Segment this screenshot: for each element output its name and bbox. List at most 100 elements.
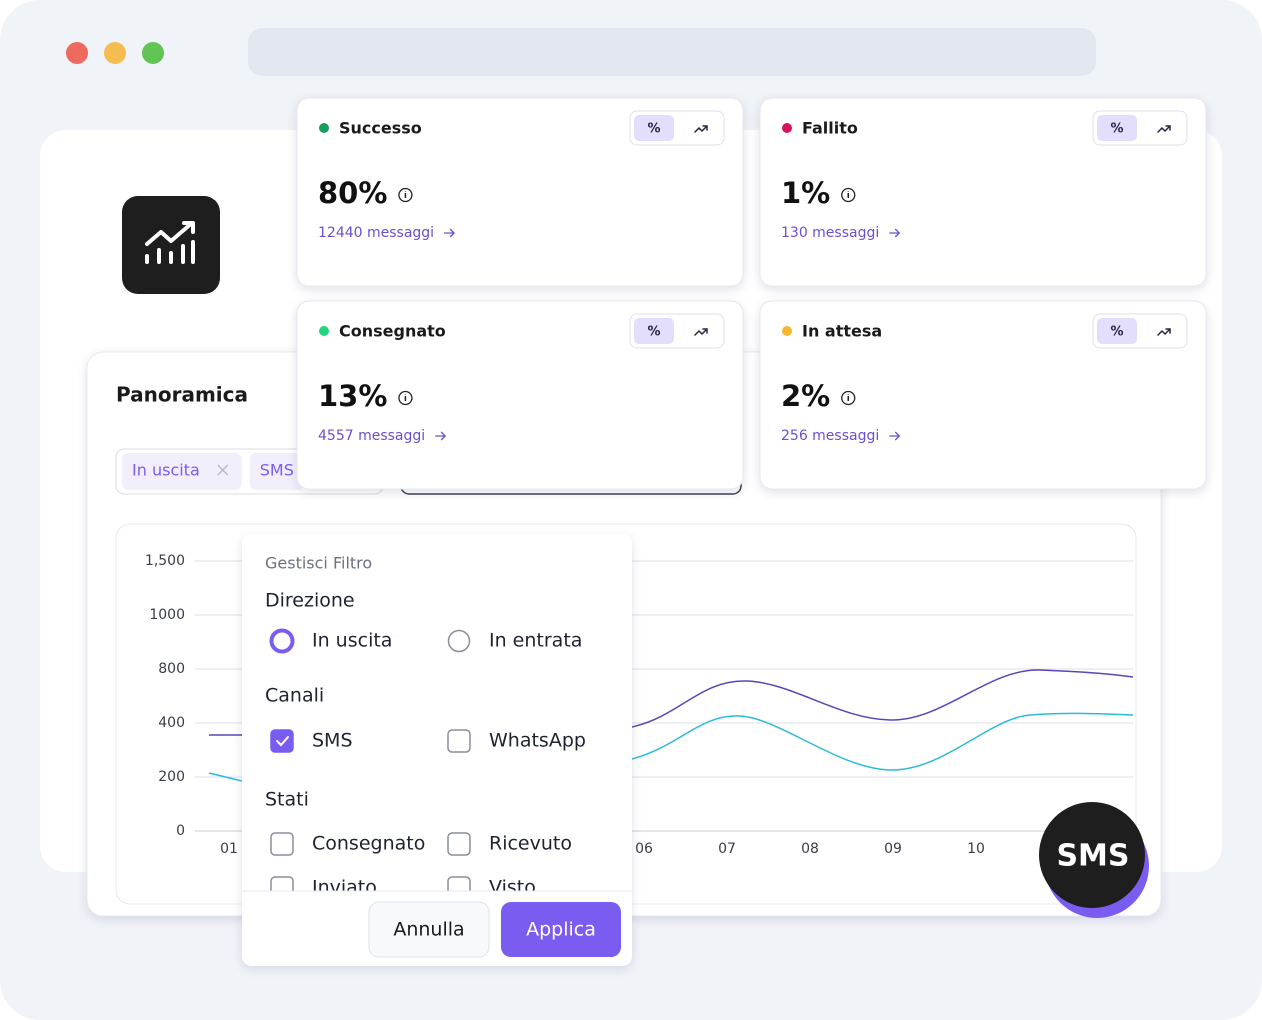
card-label: Fallito [802,119,858,138]
toggle-active[interactable] [1097,115,1137,141]
card-value: 2% [781,379,830,413]
stat-card: Fallito % 1% 130 messaggi [759,97,1207,287]
card-label: Consegnato [339,322,446,341]
status-dot [782,326,792,336]
option-label: Inviato [312,877,377,899]
panel-title: Panoramica [116,383,248,407]
card-value: 1% [781,176,830,210]
trend-icon[interactable] [694,328,708,336]
trend-icon[interactable] [1157,125,1171,133]
checkbox[interactable] [447,876,471,899]
card-bg [759,300,1207,490]
toggle-active[interactable] [634,115,674,141]
card-label: Successo [339,119,422,138]
status-dot [782,123,792,133]
y-tick-label: 800 [158,661,185,677]
section-title: Direzione [265,590,355,612]
chip-bg [122,453,242,490]
arrow-icon [889,228,901,238]
stat-card: In attesa % 2% 256 messaggi [759,300,1207,490]
card-value: 80% [318,176,387,210]
cancel-label: Annulla [393,919,464,941]
option-label: Visto [489,877,536,899]
x-tick-label: 07 [718,841,736,857]
checkbox[interactable] [270,729,294,753]
trend-icon[interactable] [694,125,708,133]
y-tick-label: 400 [158,715,185,731]
sms-badge: SMS [1039,802,1149,918]
apply-label: Applica [526,919,596,941]
filter-popup: Gestisci Filtro Direzione In uscita In ent… [242,534,632,966]
arrow-icon [444,228,455,238]
option-label: WhatsApp [489,730,586,752]
status-dot [319,123,329,133]
y-tick-label: 200 [158,769,185,785]
info-icon [398,390,413,406]
toggle-active[interactable] [634,318,674,344]
info-icon [841,187,856,203]
checkmark [276,736,289,747]
option-label: SMS [312,730,353,752]
status-dot [319,326,329,336]
info-icon [841,390,856,406]
apply-button[interactable] [501,902,621,957]
option-label: In entrata [489,630,582,652]
stat-cards: Successo % 80% 12440 messaggi Fallito % 1% 130 … [296,97,1207,490]
checkbox[interactable] [447,729,471,753]
x-tick-label: 06 [635,841,653,857]
window-minimize[interactable] [104,42,126,64]
series-line-cyan [208,712,1134,782]
option-label: In uscita [312,630,392,652]
arrow-icon [435,431,447,441]
series-line-purple [209,669,1134,736]
window-close[interactable] [66,42,88,64]
radio[interactable] [447,629,471,653]
card-value: 13% [318,379,387,413]
cancel-button[interactable] [368,901,490,958]
checkbox[interactable] [270,832,294,856]
arrow-icon [889,431,901,441]
filter-chip[interactable]: In uscita [122,453,242,490]
section-title: Stati [265,789,309,811]
chip-label: SMS [260,461,294,480]
toggle-label: % [647,122,660,137]
toggle-label: % [1110,122,1123,137]
card-bg [296,97,744,287]
y-tick-label: 1,500 [145,553,185,569]
y-tick-label: 0 [176,823,185,839]
trend-icon[interactable] [1157,328,1171,336]
stat-card: Consegnato % 13% 4557 messaggi [296,300,744,490]
messages-link[interactable]: 4557 messaggi [318,428,425,444]
filter-title: Gestisci Filtro [265,554,372,573]
app-icon [122,196,220,294]
filter-chip[interactable]: SMS [249,453,304,490]
x-tick-label: 08 [801,841,819,857]
chip-label: In uscita [132,461,200,480]
badge-label: SMS [1056,839,1129,874]
window-maximize[interactable] [142,42,164,64]
messages-link[interactable]: 130 messaggi [781,225,879,241]
card-label: In attesa [802,322,882,341]
chip-remove[interactable] [217,464,229,476]
radio[interactable] [269,628,295,654]
info-icon [398,187,413,203]
messages-link[interactable]: 12440 messaggi [318,225,434,241]
checkbox[interactable] [447,832,471,856]
address-bar[interactable] [248,28,1096,76]
toggle-label: % [647,325,660,340]
toggle-active[interactable] [1097,318,1137,344]
chip-bg [249,453,304,490]
x-tick-label: 01 [220,841,238,857]
y-tick-label: 1000 [149,607,185,623]
card-bg [759,97,1207,287]
option-label: Ricevuto [489,833,572,855]
messages-link[interactable]: 256 messaggi [781,428,879,444]
card-bg [296,300,744,490]
x-tick-label: 10 [967,841,985,857]
checkbox[interactable] [270,876,294,899]
toggle-label: % [1110,325,1123,340]
option-label: Consegnato [312,833,425,855]
x-tick-label: 09 [884,841,902,857]
